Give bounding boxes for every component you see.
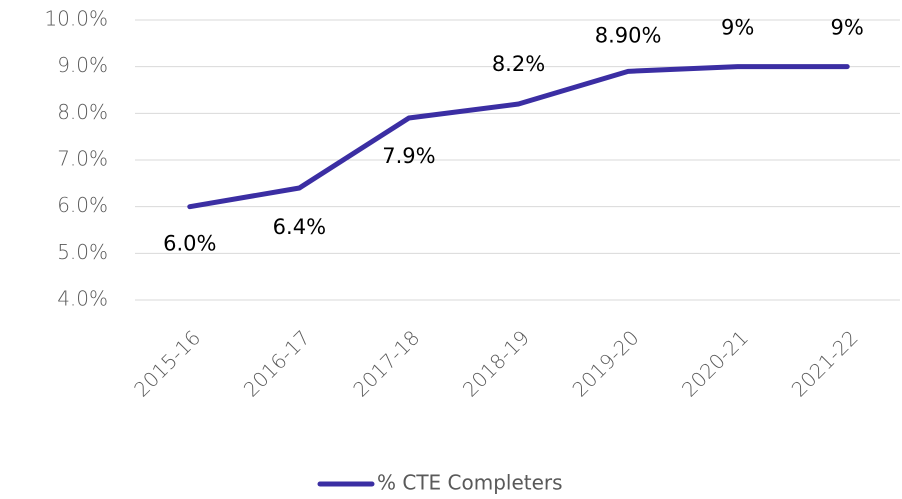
y-tick-label: 8.0% <box>57 100 108 124</box>
x-tick-label: 2016-17 <box>239 325 315 401</box>
x-tick-label: 2017-18 <box>348 325 424 401</box>
data-label: 9% <box>721 16 754 40</box>
data-label: 6.4% <box>273 215 326 239</box>
y-tick-label: 9.0% <box>57 53 108 77</box>
data-label: 8.2% <box>492 52 545 76</box>
x-tick-label: 2015-16 <box>129 325 205 401</box>
x-tick-label: 2020-21 <box>677 325 753 401</box>
line <box>187 64 850 210</box>
y-tick-label: 7.0% <box>57 147 108 171</box>
data-label: 9% <box>831 16 864 40</box>
legend-label: % CTE Completers <box>377 471 563 495</box>
y-tick-label: 6.0% <box>57 193 108 217</box>
x-tick-label: 2021-22 <box>787 325 863 401</box>
data-label: 6.0% <box>163 232 216 256</box>
data-label: 8.90% <box>595 23 662 47</box>
x-tick-label: 2019-20 <box>567 325 643 401</box>
data-label: 7.9% <box>382 144 435 168</box>
y-tick-label: 5.0% <box>57 240 108 264</box>
y-tick-label: 4.0% <box>57 287 108 311</box>
y-tick-label: 10.0% <box>44 7 108 31</box>
x-tick-label: 2018-19 <box>458 325 534 401</box>
